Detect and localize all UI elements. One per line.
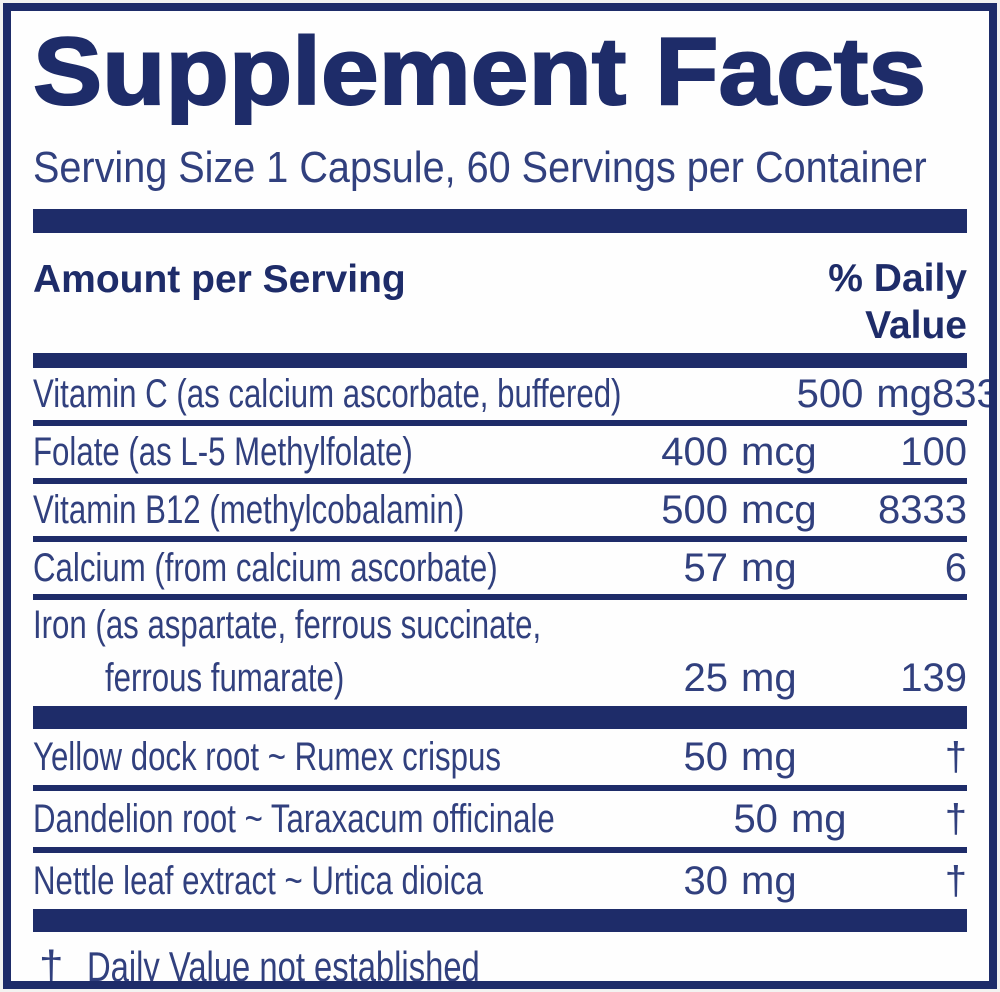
amount-value: 50	[683, 734, 729, 779]
amount-value: 50	[733, 796, 778, 841]
ingredient-name: Dandelion root ~ Taraxacum officinale	[33, 796, 555, 841]
footnote: † Daily Value not established	[33, 932, 967, 989]
ingredient-name: Vitamin C (as calcium ascorbate, buffere…	[33, 371, 622, 416]
amount-per-serving: 500 mg	[787, 372, 932, 417]
table-row: Iron (as aspartate, ferrous succinate,	[33, 600, 967, 650]
table-row: Folate (as L-5 Methylfolate) 400 mcg 100	[33, 426, 967, 478]
amount-unit: mg	[876, 371, 932, 416]
amount-per-serving-header: Amount per Serving	[33, 258, 406, 301]
section-divider-bar	[33, 909, 967, 932]
column-headers: Amount per Serving % Daily Value	[33, 233, 967, 353]
footnote-text: Daily Value not established	[87, 943, 481, 989]
amount-unit: mg	[790, 796, 847, 841]
amount-value: 57	[683, 545, 729, 590]
ingredient-name: Calcium (from calcium ascorbate)	[33, 545, 498, 590]
table-row: Yellow dock root ~ Rumex crispus 50 mg †	[33, 729, 967, 785]
daily-value: †	[944, 734, 967, 779]
daily-value: 100	[900, 429, 967, 474]
ingredient-name: Folate (as L-5 Methylfolate)	[33, 429, 413, 474]
table-row: Vitamin B12 (methylcobalamin) 500 mcg 83…	[33, 484, 967, 536]
row-separator	[33, 847, 967, 853]
daily-value-header-line1: % Daily	[828, 257, 967, 300]
serving-size-line: Serving Size 1 Capsule, 60 Servings per …	[33, 143, 967, 193]
amount-per-serving: 57 mg	[652, 546, 832, 591]
amount-value: 500	[796, 371, 864, 416]
amount-value: 30	[683, 858, 729, 903]
section-divider-bar	[33, 706, 967, 729]
amount-unit: mcg	[741, 429, 817, 474]
supplement-facts-label: Supplement Facts Serving Size 1 Capsule,…	[3, 3, 997, 989]
table-row: Nettle leaf extract ~ Urtica dioica 30 m…	[33, 853, 967, 909]
ingredient-name: ferrous fumarate)	[105, 655, 345, 700]
amount-per-serving: 30 mg	[652, 859, 832, 904]
daily-value: 139	[900, 655, 967, 700]
row-separator	[33, 594, 967, 600]
table-row: Vitamin C (as calcium ascorbate, buffere…	[33, 368, 989, 420]
label-title-text: Supplement Facts	[32, 18, 927, 125]
ingredient-name: Nettle leaf extract ~ Urtica dioica	[33, 858, 483, 903]
amount-unit: mg	[741, 734, 797, 779]
table-row: ferrous fumarate) 25 mg 139	[33, 650, 967, 706]
daily-value: 833	[932, 371, 997, 416]
daily-value: †	[944, 858, 967, 903]
row-separator	[33, 420, 967, 426]
daily-value-header: % Daily Value	[828, 255, 967, 349]
amount-value: 400	[661, 429, 728, 474]
row-separator	[33, 785, 967, 791]
header-divider-bar	[33, 353, 967, 368]
amount-value: 500	[661, 487, 728, 532]
daily-value: 6	[944, 545, 967, 590]
serving-size-text: Serving Size 1 Capsule, 60 Servings per …	[33, 143, 927, 192]
ingredient-name: Vitamin B12 (methylcobalamin)	[33, 487, 465, 532]
amount-unit: mg	[741, 655, 797, 700]
table-row: Dandelion root ~ Taraxacum officinale 50…	[33, 791, 967, 847]
daily-value-header-line2: Value	[865, 304, 967, 347]
label-title: Supplement Facts	[32, 18, 967, 125]
row-separator	[33, 478, 967, 484]
dagger-symbol: †	[39, 942, 64, 989]
amount-per-serving: 50 mg	[702, 797, 853, 842]
amount-per-serving: 400 mcg	[652, 430, 832, 475]
amount-value: 25	[683, 655, 729, 700]
amount-unit: mg	[741, 858, 797, 903]
top-section-bar	[33, 209, 967, 233]
amount-per-serving: 50 mg	[652, 735, 832, 780]
amount-per-serving: 500 mcg	[652, 488, 832, 533]
daily-value: †	[944, 796, 967, 841]
daily-value: 8333	[878, 487, 967, 532]
amount-unit: mcg	[741, 487, 817, 532]
amount-unit: mg	[741, 545, 797, 590]
ingredient-name: Iron (as aspartate, ferrous succinate,	[33, 603, 542, 647]
ingredients-table: Vitamin C (as calcium ascorbate, buffere…	[33, 368, 989, 932]
ingredient-name: Yellow dock root ~ Rumex crispus	[33, 734, 501, 779]
row-separator	[33, 536, 967, 542]
table-row: Calcium (from calcium ascorbate) 57 mg 6	[33, 542, 967, 594]
amount-per-serving: 25 mg	[652, 656, 832, 701]
